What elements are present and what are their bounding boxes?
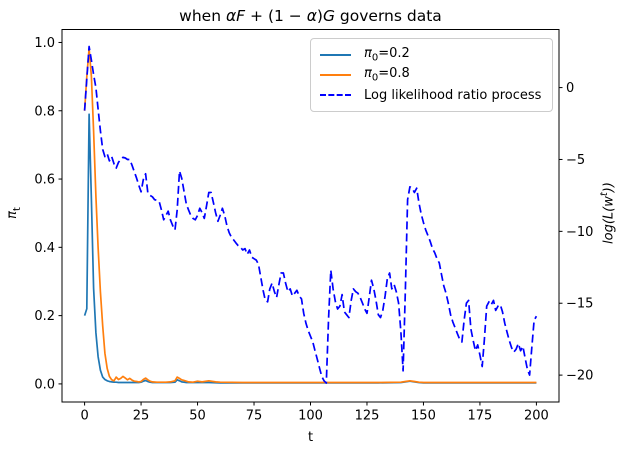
x-tick-label: 125 xyxy=(355,409,380,424)
legend: π0=0.2 π0=0.8 Log likelihood ratio proce… xyxy=(310,38,553,112)
y-tick-label-right: 0 xyxy=(566,81,574,96)
x-axis-label: t xyxy=(307,430,314,445)
x-tick-label: 100 xyxy=(298,409,323,424)
series-line-0 xyxy=(83,113,537,384)
x-tick-label: 25 xyxy=(133,409,150,424)
y-tick-label-left: 0.4 xyxy=(34,241,55,256)
y-tick-label-right: −10 xyxy=(566,225,593,240)
x-tick-label: 175 xyxy=(468,409,493,424)
y-axis-label-right: log(L(wt)) xyxy=(599,182,617,244)
x-tick-label: 200 xyxy=(524,409,549,424)
y-tick-label-left: 0.2 xyxy=(34,309,55,324)
y-tick-label-right: −5 xyxy=(566,153,585,168)
legend-line-sample-pi02 xyxy=(320,54,351,56)
y-tick-label-left: 0.8 xyxy=(34,104,55,119)
chart-series xyxy=(83,45,538,384)
x-tick-label: 75 xyxy=(246,409,263,424)
legend-line-sample-pi08 xyxy=(320,74,351,76)
x-tick-label: 0 xyxy=(80,409,88,424)
legend-item-llr: Log likelihood ratio process xyxy=(320,85,543,105)
legend-label-llr: Log likelihood ratio process xyxy=(364,87,542,103)
y-tick-label-left: 0.0 xyxy=(34,377,55,392)
series-line-1 xyxy=(83,47,537,384)
y-tick-label-right: −15 xyxy=(566,297,593,312)
series-line-2 xyxy=(83,45,538,384)
legend-item-pi02: π0=0.2 xyxy=(320,45,543,65)
chart-title: when αF + (1 − α)G governs data xyxy=(179,7,442,25)
y-tick-label-left: 0.6 xyxy=(34,173,55,188)
legend-label-pi02: π0=0.2 xyxy=(364,46,410,64)
x-tick-label: 150 xyxy=(411,409,436,424)
legend-label-pi08: π0=0.8 xyxy=(364,66,410,84)
axis-tick-labels: 0 25 50 75 100 125 150 175 200 0.0 0.2 0.4 0.6 0.8 1.0… xyxy=(34,36,593,424)
legend-item-pi08: π0=0.8 xyxy=(320,65,543,85)
legend-line-sample-llr xyxy=(320,94,351,96)
y-axis-label-left: πt xyxy=(5,207,23,219)
axes-frame xyxy=(61,29,560,403)
y-tick-label-left: 1.0 xyxy=(34,36,55,51)
axis-ticks xyxy=(58,41,563,406)
y-tick-label-right: −20 xyxy=(566,369,593,384)
x-tick-label: 50 xyxy=(189,409,206,424)
